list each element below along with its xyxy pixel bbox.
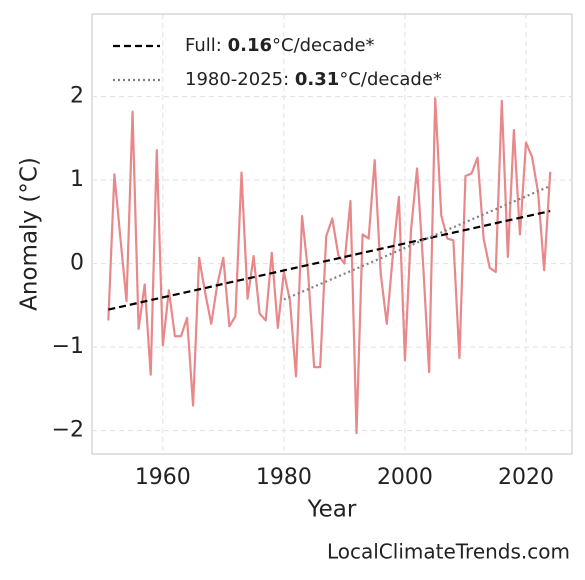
data-line [107,97,552,435]
data-line [283,184,551,301]
y-tick-label: 2 [70,84,84,109]
y-tick-label: −1 [52,334,84,359]
y-axis-label: Anomaly (°C) [17,157,43,311]
y-tick-label: 1 [70,167,84,192]
y-tick-label: 0 [70,251,84,276]
x-tick-label: 1980 [256,465,312,490]
legend-label: 1980-2025: 0.31°C/decade* [185,69,442,90]
data-line [108,209,551,311]
y-tick-label: −2 [52,418,84,443]
x-axis-label: Year [307,497,357,523]
legend-label: Full: 0.16°C/decade* [185,35,375,56]
source: LocalClimateTrends.com [327,540,570,564]
plot-frame [91,13,573,455]
x-tick-label: 2000 [377,465,433,490]
x-tick-label: 2020 [498,465,554,490]
x-tick-label: 1960 [135,465,191,490]
